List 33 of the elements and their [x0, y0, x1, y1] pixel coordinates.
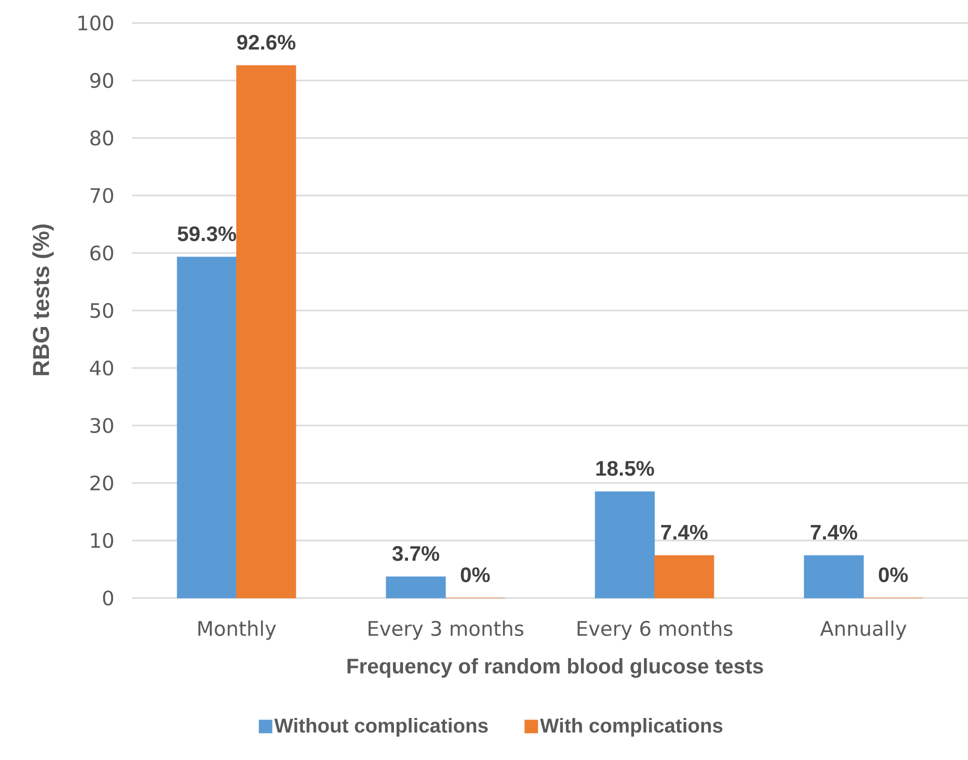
x-tick-label: Every 3 months — [368, 620, 524, 640]
y-tick-label: 50 — [90, 302, 114, 318]
y-tick-label: 90 — [90, 72, 114, 88]
x-axis-title: Frequency of random blood glucose tests — [348, 658, 764, 678]
y-tick-label: 40 — [90, 360, 114, 376]
x-tick-label: Every 6 months — [578, 620, 732, 640]
y-axis-title: RBG tests (%) — [32, 224, 54, 376]
y-tick-label: 30 — [90, 418, 114, 434]
y-tick-label: 60 — [90, 245, 114, 261]
legend-label: With complications — [540, 718, 722, 737]
data-label: 59.3% — [178, 226, 236, 242]
y-tick-label: 0 — [103, 590, 114, 606]
data-label: 7.4% — [661, 524, 708, 540]
bar — [654, 555, 714, 598]
data-label: 3.7% — [392, 546, 440, 561]
y-tick-label: 20 — [90, 475, 114, 491]
x-tick-label: Annually — [820, 620, 906, 640]
data-label: 18.5% — [596, 460, 654, 476]
data-label: 0% — [460, 567, 490, 582]
bar — [386, 576, 446, 598]
bar — [804, 555, 864, 598]
y-tick-label: 100 — [78, 15, 114, 31]
bar — [176, 256, 237, 598]
data-label: 0% — [878, 567, 908, 582]
data-label: 7.4% — [810, 524, 858, 540]
x-tick-label: Monthly — [198, 620, 276, 640]
y-tick-label: 80 — [90, 130, 114, 146]
bar — [594, 491, 655, 598]
legend-label: Without complications — [274, 718, 488, 737]
data-label: 92.6% — [237, 34, 296, 50]
y-tick-label: 70 — [90, 188, 114, 204]
y-tick-label: 10 — [91, 532, 114, 548]
bar — [236, 65, 296, 598]
